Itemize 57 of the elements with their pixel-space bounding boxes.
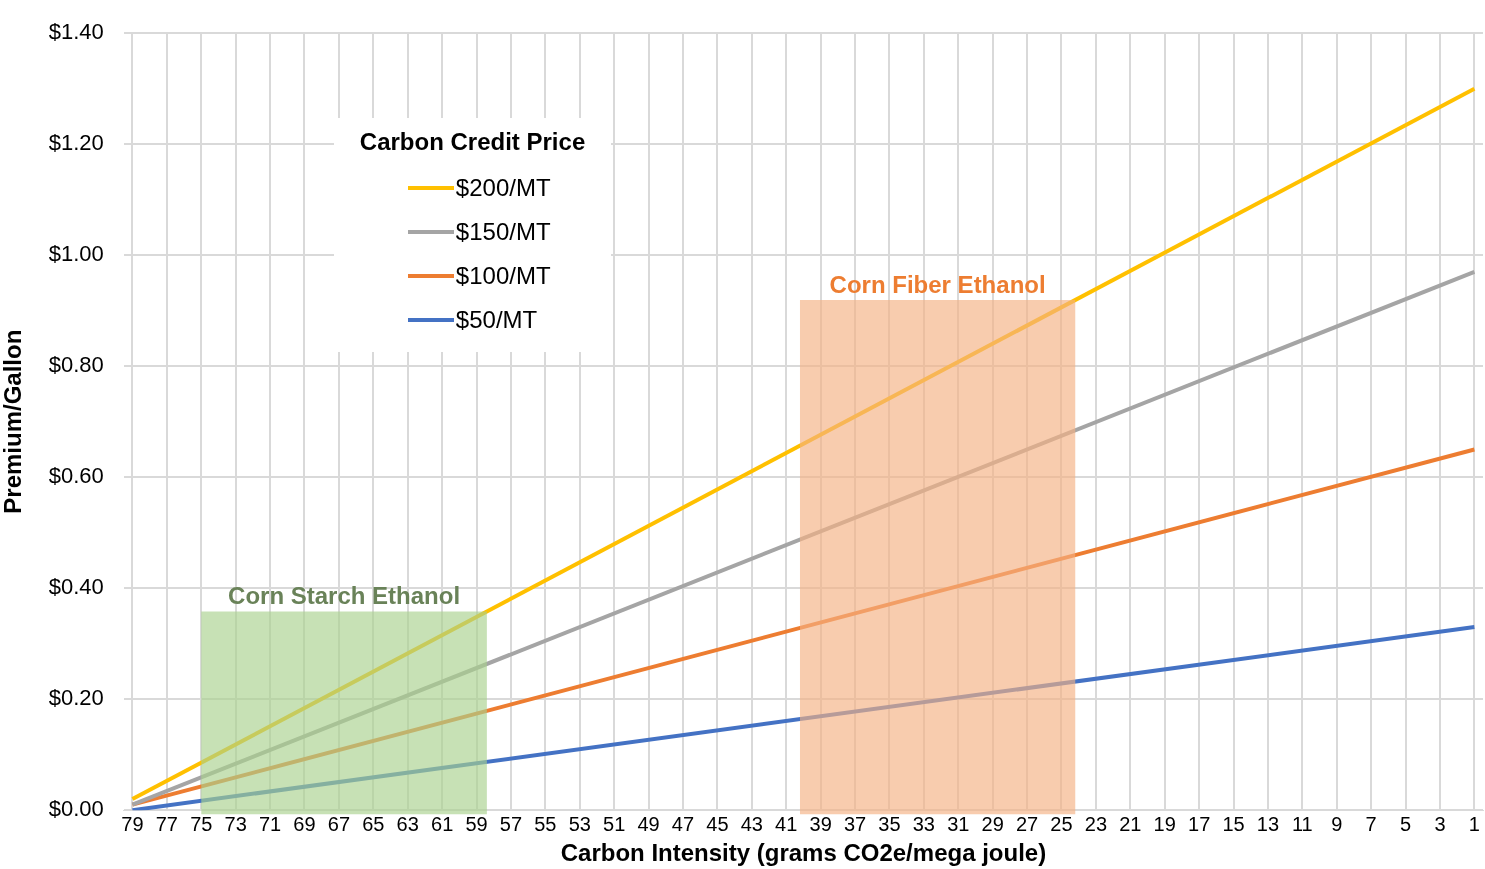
x-tick-label: 29 bbox=[981, 812, 1004, 835]
x-tick-label: 63 bbox=[396, 812, 419, 835]
y-tick-label: $0.20 bbox=[48, 685, 104, 711]
legend-label: $100/MT bbox=[455, 262, 551, 291]
x-tick-label: 65 bbox=[362, 812, 385, 835]
x-tick-label: 15 bbox=[1222, 812, 1245, 835]
x-tick-label: 19 bbox=[1153, 812, 1176, 835]
x-tick-label: 23 bbox=[1084, 812, 1108, 835]
y-tick-label: $0.40 bbox=[48, 574, 104, 600]
x-tick-label: 21 bbox=[1119, 812, 1142, 835]
x-tick-label: 13 bbox=[1256, 812, 1280, 835]
x-tick-label: 39 bbox=[809, 812, 832, 835]
x-tick-label: 3 bbox=[1434, 812, 1446, 835]
y-tick-label: $1.40 bbox=[48, 19, 104, 45]
x-tick-label: 71 bbox=[258, 812, 282, 835]
band-label: Corn Starch Ethanol bbox=[228, 582, 461, 610]
x-tick-label: 11 bbox=[1291, 812, 1313, 835]
x-tick-label: 55 bbox=[534, 812, 557, 835]
x-tick-label: 7 bbox=[1365, 812, 1377, 835]
x-tick-label: 35 bbox=[878, 812, 901, 835]
x-tick-label: 75 bbox=[190, 812, 213, 835]
x-tick-label: 67 bbox=[327, 812, 351, 835]
legend-label: $200/MT bbox=[455, 174, 551, 203]
x-tick-label: 77 bbox=[155, 812, 178, 835]
x-tick-label: 49 bbox=[637, 812, 660, 835]
legend-title: Carbon Credit Price bbox=[359, 128, 586, 157]
x-tick-label: 73 bbox=[224, 812, 247, 835]
x-axis-title: Carbon Intensity (grams CO2e/mega joule) bbox=[560, 839, 1047, 867]
y-tick-label: $0.60 bbox=[48, 463, 104, 489]
x-tick-label: 33 bbox=[912, 812, 935, 835]
band-label: Corn Fiber Ethanol bbox=[829, 270, 1046, 298]
x-tick-label: 43 bbox=[740, 812, 763, 835]
x-tick-label: 57 bbox=[499, 812, 523, 835]
y-tick-label: $1.00 bbox=[48, 241, 104, 267]
x-tick-label: 31 bbox=[947, 812, 970, 835]
x-tick-label: 69 bbox=[293, 812, 316, 835]
x-tick-label: 25 bbox=[1050, 812, 1073, 835]
legend-label: $150/MT bbox=[455, 218, 551, 247]
x-tick-label: 1 bbox=[1468, 812, 1480, 835]
x-tick-label: 61 bbox=[431, 812, 454, 835]
x-tick-label: 51 bbox=[603, 812, 626, 835]
y-tick-label: $0.00 bbox=[48, 796, 104, 822]
y-tick-label: $1.20 bbox=[48, 130, 104, 156]
x-tick-label: 41 bbox=[775, 812, 798, 835]
x-tick-label: 59 bbox=[465, 812, 488, 835]
x-tick-label: 53 bbox=[568, 812, 591, 835]
legend-label: $50/MT bbox=[455, 306, 538, 335]
x-tick-label: 17 bbox=[1188, 812, 1211, 835]
x-tick-label: 37 bbox=[843, 812, 867, 835]
y-axis-title: Premium/Gallon bbox=[0, 329, 27, 514]
x-tick-label: 9 bbox=[1331, 812, 1343, 835]
x-tick-label: 5 bbox=[1400, 812, 1412, 835]
x-tick-label: 79 bbox=[121, 812, 144, 835]
y-tick-label: $0.80 bbox=[48, 352, 104, 378]
x-tick-label: 27 bbox=[1015, 812, 1039, 835]
x-tick-label: 45 bbox=[706, 812, 729, 835]
x-tick-label: 47 bbox=[671, 812, 695, 835]
